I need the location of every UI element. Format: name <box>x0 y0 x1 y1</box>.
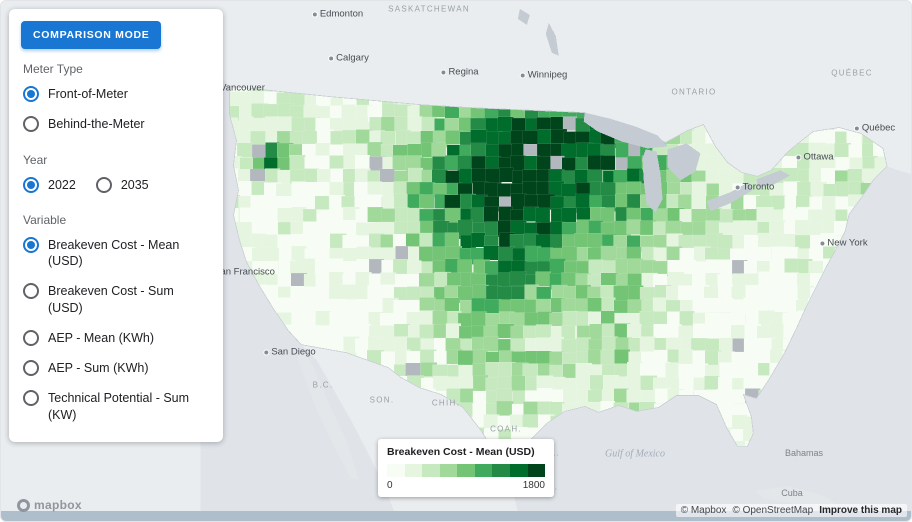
radio-option-label: 2035 <box>120 177 149 192</box>
radio-breakeven-cost-mean[interactable]: Breakeven Cost - Mean (USD) <box>21 230 211 277</box>
legend-swatch <box>387 464 405 477</box>
lake-erie <box>706 182 753 212</box>
baja-peninsula <box>297 349 360 481</box>
legend-swatch <box>474 464 493 477</box>
legend-min-label: 0 <box>387 480 393 491</box>
year-label: Year <box>23 152 48 167</box>
control-panel: COMPARISON MODE Meter Type Front-of-Mete… <box>9 9 223 442</box>
radio-unselected-icon <box>23 329 39 346</box>
lake-superior <box>583 112 668 149</box>
radio-selected-icon <box>23 236 39 253</box>
radio-selected-icon <box>23 176 39 193</box>
year-options: 2022 2035 <box>21 170 211 200</box>
radio-option-label: Behind-the-Meter <box>48 117 145 132</box>
attribution-openstreetmap[interactable]: © OpenStreetMap <box>732 505 814 516</box>
lake-winnipeg <box>545 22 559 56</box>
deep-water-band <box>1 511 911 521</box>
radio-option-label: AEP - Mean (KWh) <box>48 330 155 345</box>
radio-unselected-icon <box>23 390 39 407</box>
lake-michigan <box>642 149 663 213</box>
mapbox-logo[interactable]: mapbox <box>17 498 82 512</box>
legend-swatch <box>527 464 546 477</box>
radio-year-2035[interactable]: 2035 <box>94 170 151 200</box>
radio-option-label: Breakeven Cost - Mean (USD) <box>48 237 180 268</box>
bahamas-island <box>813 456 817 460</box>
radio-unselected-icon <box>23 283 39 300</box>
bahamas-island <box>794 458 799 463</box>
atlantic-gulf-ocean <box>504 166 911 521</box>
radio-unselected-icon <box>23 116 39 133</box>
radio-unselected-icon <box>95 176 112 193</box>
meter-type-label: Meter Type <box>23 62 83 76</box>
legend-swatch <box>509 464 528 477</box>
radio-selected-icon <box>23 86 39 102</box>
map-legend: Breakeven Cost - Mean (USD) 0 1800 <box>378 439 554 497</box>
legend-swatch <box>422 464 440 477</box>
radio-unselected-icon <box>23 360 39 376</box>
radio-option-label: Front-of-Meter <box>48 87 128 101</box>
legend-swatch <box>492 464 510 477</box>
us-outline <box>229 86 888 467</box>
radio-behind-the-meter[interactable]: Behind-the-Meter <box>21 109 211 139</box>
radio-breakeven-cost-sum[interactable]: Breakeven Cost - Sum (USD) <box>21 276 211 323</box>
legend-swatch <box>439 464 458 477</box>
radio-aep-mean[interactable]: AEP - Mean (KWh) <box>21 323 211 353</box>
lake-ontario <box>756 170 791 188</box>
legend-range: 0 1800 <box>387 480 545 491</box>
radio-aep-sum[interactable]: AEP - Sum (KWh) <box>21 353 211 383</box>
attribution-mapbox[interactable]: © Mapbox <box>680 505 727 516</box>
radio-option-label: AEP - Sum (KWh) <box>48 361 149 375</box>
radio-front-of-meter[interactable]: Front-of-Meter <box>21 79 211 109</box>
variable-label: Variable <box>23 212 67 227</box>
map-attribution: © Mapbox © OpenStreetMap Improve this ma… <box>675 504 907 517</box>
legend-swatches <box>387 464 546 477</box>
legend-swatch <box>457 464 475 477</box>
radio-year-2022[interactable]: 2022 <box>21 170 78 200</box>
lake-huron <box>667 143 701 181</box>
legend-title: Breakeven Cost - Mean (USD) <box>387 446 535 458</box>
radio-option-label: Technical Potential - Sum (KW) <box>48 391 190 422</box>
cuba-island <box>754 486 841 508</box>
improve-this-map-link[interactable]: Improve this map <box>819 505 902 516</box>
radio-option-label: 2022 <box>48 177 76 192</box>
comparison-mode-button[interactable]: COMPARISON MODE <box>21 21 162 49</box>
mapbox-circle-icon <box>17 498 30 512</box>
bahamas-island <box>805 465 810 470</box>
pacific-ocean <box>200 50 399 521</box>
legend-max-label: 1800 <box>522 480 545 491</box>
mapbox-wordmark: mapbox <box>34 498 82 512</box>
legend-swatch <box>404 464 423 477</box>
radio-technical-potential-sum[interactable]: Technical Potential - Sum (KW) <box>21 383 211 430</box>
radio-option-label: Breakeven Cost - Sum (USD) <box>48 284 174 315</box>
